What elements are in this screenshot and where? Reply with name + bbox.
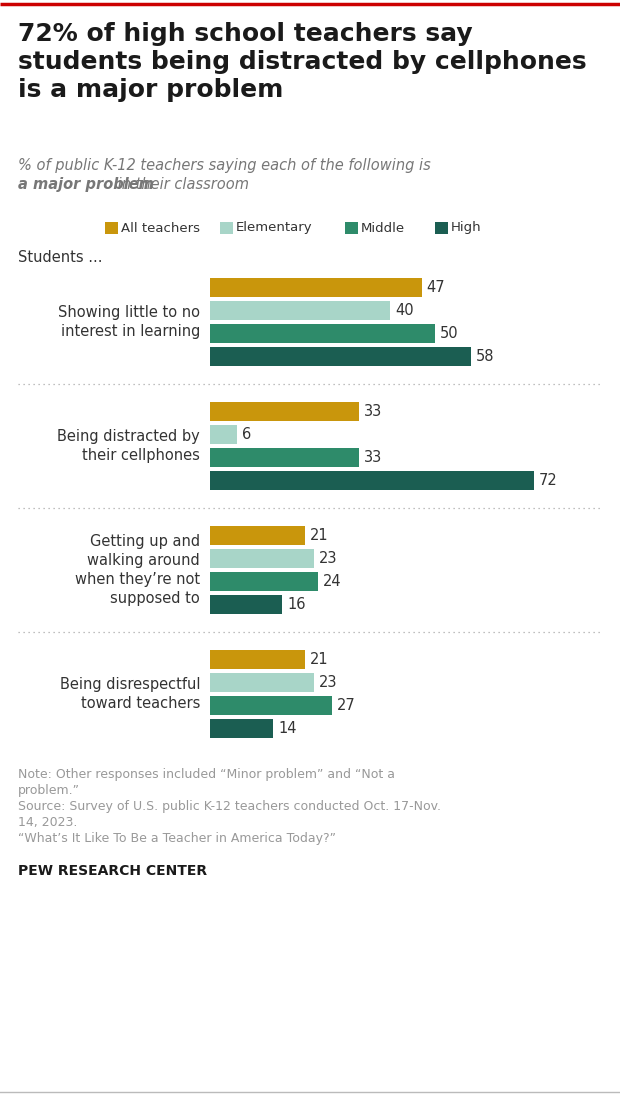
Text: Being disrespectful
toward teachers: Being disrespectful toward teachers	[60, 677, 200, 711]
Text: 21: 21	[309, 652, 328, 667]
Text: 24: 24	[323, 574, 342, 589]
Text: 14: 14	[278, 721, 296, 737]
Text: 23: 23	[319, 675, 337, 690]
Bar	[345, 222, 358, 235]
Bar	[210, 347, 471, 366]
Text: Source: Survey of U.S. public K-12 teachers conducted Oct. 17-Nov.: Source: Survey of U.S. public K-12 teach…	[18, 800, 441, 813]
Bar	[210, 526, 304, 545]
Text: % of public K-12 teachers saying each of the following is: % of public K-12 teachers saying each of…	[18, 158, 431, 173]
Bar	[210, 278, 422, 297]
Bar	[210, 324, 435, 343]
Text: problem.”: problem.”	[18, 784, 80, 797]
Text: in their classroom: in their classroom	[113, 176, 249, 192]
Bar	[210, 471, 534, 490]
Text: a major problem: a major problem	[18, 176, 154, 192]
Text: 33: 33	[363, 404, 382, 419]
Text: All teachers: All teachers	[121, 221, 200, 235]
Bar	[210, 448, 358, 467]
Text: 58: 58	[476, 349, 495, 364]
Bar	[210, 673, 314, 692]
Bar	[210, 719, 273, 738]
Bar	[105, 222, 118, 235]
Text: 50: 50	[440, 326, 459, 341]
Text: Showing little to no
interest in learning: Showing little to no interest in learnin…	[58, 305, 200, 339]
Text: Note: Other responses included “Minor problem” and “Not a: Note: Other responses included “Minor pr…	[18, 768, 395, 781]
Bar	[220, 222, 233, 235]
Text: Being distracted by
their cellphones: Being distracted by their cellphones	[57, 429, 200, 464]
Bar	[210, 595, 282, 614]
Bar	[210, 572, 318, 591]
Bar	[210, 402, 358, 421]
Bar	[210, 549, 314, 568]
Text: 6: 6	[242, 427, 251, 442]
Bar	[435, 222, 448, 235]
Text: 23: 23	[319, 551, 337, 566]
Text: 27: 27	[337, 698, 355, 713]
Text: 47: 47	[427, 279, 445, 295]
Text: Students ...: Students ...	[18, 250, 102, 265]
Text: High: High	[451, 221, 482, 235]
Text: PEW RESEARCH CENTER: PEW RESEARCH CENTER	[18, 864, 207, 878]
Bar	[210, 425, 237, 444]
Text: “What’s It Like To Be a Teacher in America Today?”: “What’s It Like To Be a Teacher in Ameri…	[18, 832, 336, 845]
Bar	[210, 696, 332, 715]
Text: Elementary: Elementary	[236, 221, 312, 235]
Text: 40: 40	[395, 302, 414, 318]
Text: 72: 72	[539, 473, 558, 488]
Text: 33: 33	[363, 450, 382, 465]
Text: 72% of high school teachers say
students being distracted by cellphones
is a maj: 72% of high school teachers say students…	[18, 22, 587, 102]
Text: 21: 21	[309, 528, 328, 543]
Text: Middle: Middle	[361, 221, 405, 235]
Text: Getting up and
walking around
when they’re not
supposed to: Getting up and walking around when they’…	[75, 534, 200, 606]
Text: 14, 2023.: 14, 2023.	[18, 817, 78, 829]
Text: 16: 16	[287, 597, 306, 612]
Bar	[210, 301, 390, 320]
Bar	[210, 650, 304, 669]
